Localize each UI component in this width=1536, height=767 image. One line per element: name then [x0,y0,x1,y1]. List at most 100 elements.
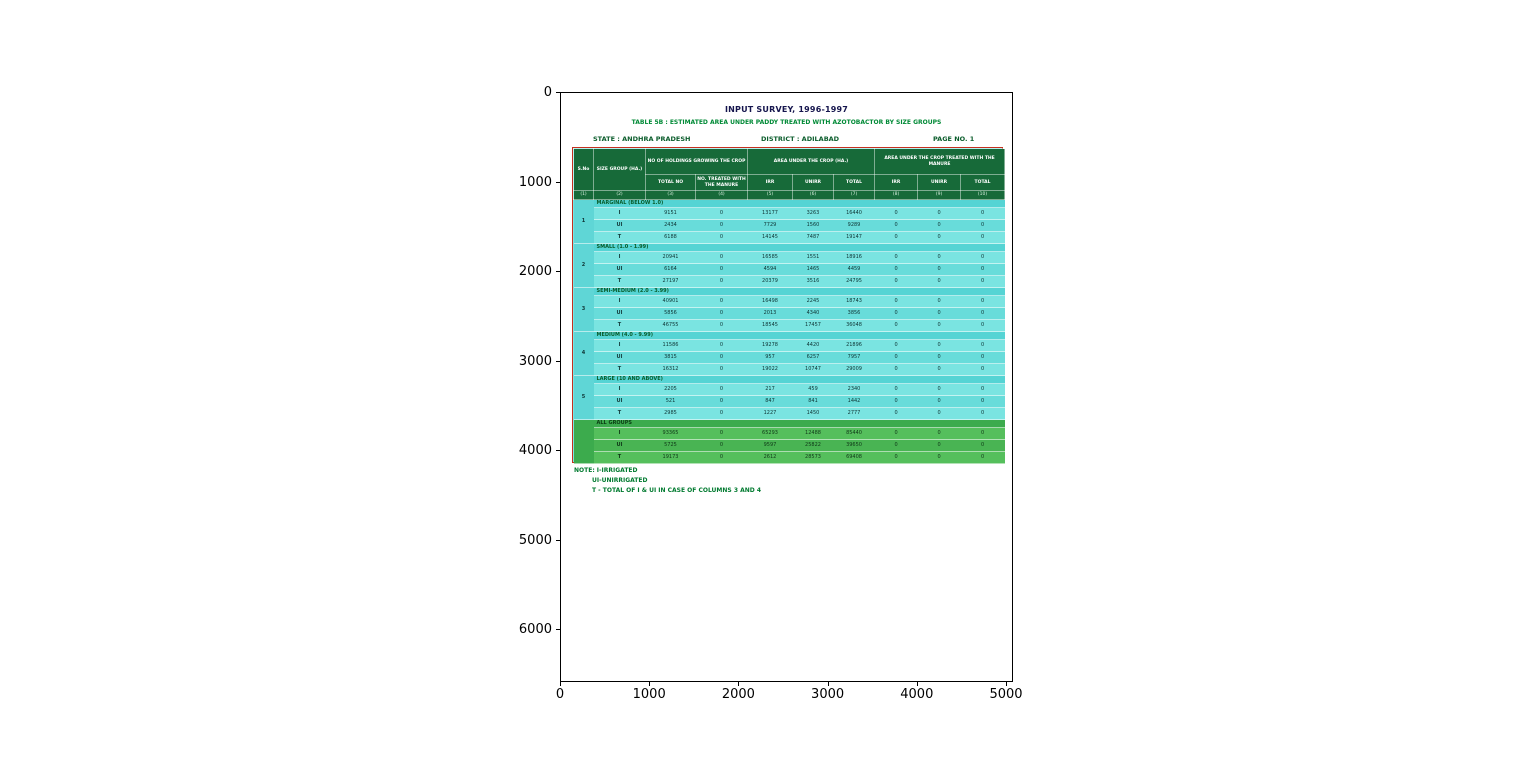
cell-value: 1442 [833,395,875,408]
header-area-total: TOTAL [832,174,876,191]
cell-value: 847 [747,395,793,408]
col-number: (2) [593,190,646,200]
y-tick-label: 6000 [518,622,552,637]
document-subtitle: TABLE 5B : ESTIMATED AREA UNDER PADDY TR… [631,119,942,126]
cell-value: 19278 [747,339,793,352]
cell-value: 0 [917,395,961,408]
header-treated-unirr: UNIRR [917,174,962,191]
cell-value: 0 [874,295,918,308]
y-tick-mark [556,539,560,541]
cell-value: 0 [960,439,1005,452]
cell-value: 0 [960,351,1005,364]
cell-value: 11586 [645,339,696,352]
cell-value: 0 [917,407,961,420]
cell-value: 39650 [833,439,875,452]
cell-value: 0 [695,207,748,220]
table-row: T 6188 0 14145 7487 19147 0 0 0 [574,231,1005,244]
cell-value: 4594 [747,263,793,276]
size-group-row: 2 SMALL (1.0 - 1.99) [573,243,1005,288]
plot-axes: INPUT SURVEY, 1996-1997 TABLE 5B : ESTIM… [560,92,1013,682]
cell-value: 0 [695,275,748,288]
row-type: I [593,251,646,264]
cell-value: 3856 [833,307,875,320]
table-row: T 2985 0 1227 1450 2777 0 0 0 [574,407,1005,420]
cell-value: 14145 [747,231,793,244]
section-sno: 5 [573,375,594,420]
x-tick-mark [827,682,829,686]
cell-value: 65293 [747,427,793,440]
table-row: I 40901 0 16498 2245 18743 0 0 0 [574,295,1005,308]
cell-value: 5725 [645,439,696,452]
row-type: UI [593,219,646,232]
document-title: INPUT SURVEY, 1996-1997 [724,105,849,114]
district-label: DISTRICT : ADILABAD [761,135,840,143]
cell-value: 0 [960,395,1005,408]
y-tick-mark [556,92,560,93]
cell-value: 0 [874,339,918,352]
cell-value: 0 [874,319,918,332]
cell-value: 2777 [833,407,875,420]
cell-value: 0 [874,407,918,420]
cell-value: 0 [960,383,1005,396]
survey-table: S.No SIZE GROUP (HA.) NO OF HOLDINGS GRO… [573,148,1006,464]
cell-value: 0 [917,339,961,352]
cell-value: 0 [695,307,748,320]
y-tick-mark [556,450,560,451]
col-number: (6) [792,190,834,200]
cell-value: 0 [695,263,748,276]
cell-value: 4420 [792,339,834,352]
cell-value: 0 [695,363,748,376]
row-type: UI [593,263,646,276]
cell-value: 20941 [645,251,696,264]
table-row: I 93365 0 65293 12488 85440 0 0 0 [574,427,1005,440]
size-group-row: 1 MARGINAL (BELOW 1.0) [573,199,1005,244]
x-tick-label: 2000 [721,687,755,702]
cell-value: 5856 [645,307,696,320]
table-row: I 11586 0 19278 4420 21896 0 0 0 [574,339,1005,352]
cell-value: 3815 [645,351,696,364]
cell-value: 9289 [833,219,875,232]
cell-value: 0 [917,275,961,288]
table-row: UI 5856 0 2013 4340 3856 0 0 0 [574,307,1005,320]
cell-value: 28573 [792,451,834,464]
col-number: (9) [917,190,962,200]
table-row: UI 3815 0 957 6257 7957 0 0 0 [574,351,1005,364]
size-group-row: 4 MEDIUM (4.0 - 9.99) [573,331,1005,376]
cell-value: 3263 [792,207,834,220]
cell-value: 0 [917,263,961,276]
header-treated-area: AREA UNDER THE CROP TREATED WITH THE MAN… [874,148,1006,175]
cell-value: 1465 [792,263,834,276]
table-row: T 27197 0 20379 3516 24795 0 0 0 [574,275,1005,288]
row-type: UI [593,307,646,320]
cell-value: 0 [960,307,1005,320]
cell-value: 21896 [833,339,875,352]
cell-value: 2340 [833,383,875,396]
cell-value: 6164 [645,263,696,276]
header-size-group: SIZE GROUP (HA.) [593,148,646,191]
col-number: (7) [832,190,876,200]
table-row: UI 5725 0 9597 25822 39650 0 0 0 [574,439,1005,452]
section-sno: 1 [573,199,594,244]
size-group-row: 3 SEMI-MEDIUM (2.0 - 3.99) [573,287,1005,332]
cell-value: 19173 [645,451,696,464]
x-tick-label: 1000 [632,687,666,702]
y-tick-mark [556,629,560,630]
cell-value: 0 [874,275,918,288]
cell-value: 3516 [792,275,834,288]
cell-value: 2612 [747,451,793,464]
cell-value: 4459 [833,263,875,276]
section-sno: 3 [573,287,594,332]
row-type: UI [593,439,646,452]
cell-value: 10747 [792,363,834,376]
table-row: T 46755 0 18545 17457 36048 0 0 0 [574,319,1005,332]
cell-value: 0 [874,383,918,396]
cell-value: 0 [917,363,961,376]
cell-value: 18743 [833,295,875,308]
cell-value: 2205 [645,383,696,396]
size-group-row: 5 LARGE (10 AND ABOVE) [573,375,1005,420]
x-tick-label: 4000 [900,687,934,702]
document-meta-row: STATE : ANDHRA PRADESH DISTRICT : ADILAB… [561,135,1012,145]
cell-value: 0 [960,263,1005,276]
row-type: T [593,275,646,288]
